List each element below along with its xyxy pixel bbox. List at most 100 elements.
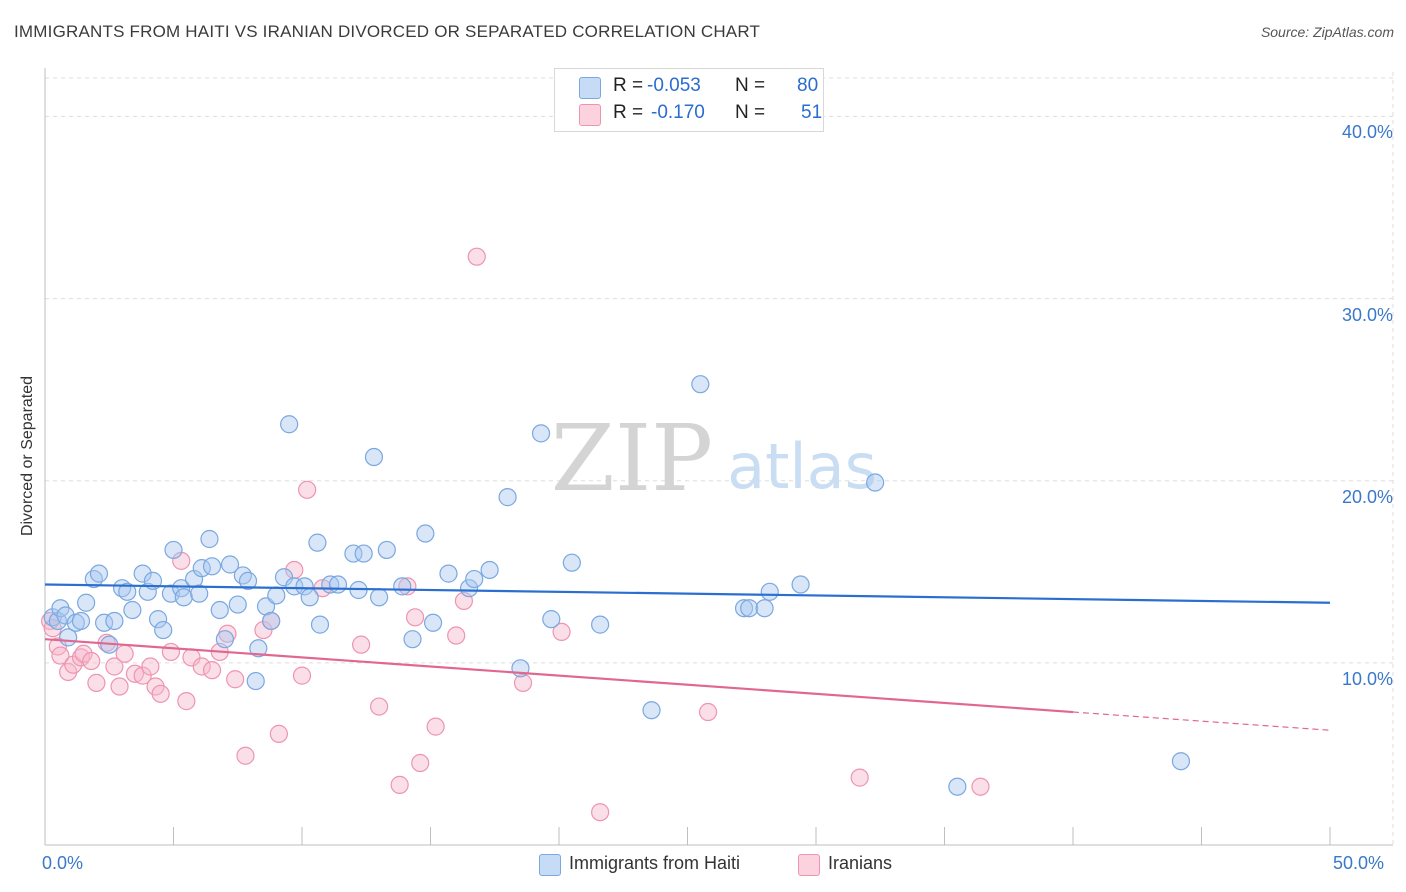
iranians-point-34 [298, 480, 317, 499]
bottom-legend-swatch-haiti [539, 854, 561, 876]
haiti-point-31 [215, 630, 234, 649]
haiti-point-75 [791, 575, 810, 594]
chart-source: Source: ZipAtlas.com [1260, 24, 1394, 40]
haiti-point-19 [148, 610, 168, 629]
iranians-point-28 [236, 746, 255, 765]
haiti-point-59 [423, 613, 443, 632]
iranians-point-41 [411, 753, 430, 773]
series-iranians [41, 247, 990, 822]
iranians-point-16 [141, 657, 160, 676]
iranians-point-40 [405, 608, 425, 627]
grid-lines [45, 72, 1394, 845]
haiti-point-76 [866, 473, 885, 492]
iranians-point-33 [292, 666, 312, 685]
iranians-point-21 [177, 692, 196, 711]
haiti-point-53 [364, 447, 384, 467]
haiti-point-55 [377, 540, 396, 560]
haiti-point-35 [238, 571, 258, 590]
haiti-point-68 [562, 553, 581, 572]
haiti-point-37 [249, 639, 268, 658]
iranians-point-46 [513, 673, 533, 692]
iranians-point-9 [87, 673, 106, 692]
iranians-point-31 [269, 724, 288, 743]
haiti-point-79 [755, 599, 774, 618]
haiti-point-49 [328, 575, 348, 594]
haiti-point-9 [89, 564, 109, 583]
x-tick-label-max: 50.0% [1333, 853, 1385, 873]
trend-line-iranians [44, 638, 1074, 714]
legend-n-label: N = [735, 102, 766, 123]
iranians-point-48 [591, 803, 610, 822]
haiti-point-16 [133, 564, 152, 583]
iranians-point-12 [110, 677, 129, 696]
iranians-point-15 [133, 666, 152, 685]
iranians-point-50 [850, 768, 869, 787]
haiti-point-73 [740, 599, 759, 618]
haiti-point-22 [164, 540, 183, 560]
iranians-point-29 [254, 620, 273, 640]
axes [44, 68, 1393, 846]
legend-n-label: N = [735, 75, 766, 96]
haiti-point-24 [174, 588, 193, 607]
iranians-point-19 [161, 642, 181, 662]
iranians-point-18 [151, 684, 170, 703]
legend-n-value-iranians: 51 [801, 102, 823, 123]
haiti-point-77 [948, 777, 967, 796]
legend-swatch-iranians [579, 104, 601, 126]
haiti-point-70 [642, 701, 661, 720]
haiti-point-42 [280, 415, 299, 434]
legend-r-label: R = [613, 102, 644, 123]
haiti-point-12 [105, 611, 124, 631]
haiti-point-58 [416, 524, 435, 543]
haiti-point-57 [403, 630, 422, 649]
haiti-point-14 [118, 582, 137, 601]
haiti-point-50 [344, 544, 363, 563]
haiti-point-63 [480, 560, 499, 580]
watermark-atlas: atlas [727, 430, 877, 503]
haiti-point-40 [267, 586, 286, 605]
trend-line-haiti [44, 583, 1331, 604]
trend-lines [44, 583, 1331, 731]
haiti-point-60 [439, 564, 458, 583]
iranians-point-8 [82, 651, 101, 671]
iranians-point-45 [467, 247, 486, 266]
bottom-legend-label-iranians: Iranians [828, 853, 893, 873]
iranians-point-11 [105, 657, 124, 676]
haiti-point-52 [354, 544, 373, 563]
haiti-point-17 [138, 582, 157, 601]
iranians-point-42 [426, 717, 445, 736]
iranians-point-32 [285, 560, 304, 580]
y-tick-label-1: 20.0% [1341, 486, 1393, 507]
iranians-point-49 [698, 702, 718, 722]
iranians-point-24 [202, 661, 222, 680]
haiti-point-41 [274, 568, 294, 587]
legend-n-value-haiti: 80 [797, 75, 819, 96]
haiti-point-43 [285, 577, 304, 596]
haiti-point-47 [310, 615, 330, 634]
haiti-point-78 [1171, 752, 1191, 771]
haiti-point-36 [246, 671, 265, 691]
iranians-point-47 [552, 622, 571, 641]
bottom-legend-label-haiti: Immigrants from Haiti [569, 853, 741, 873]
iranians-point-3 [51, 646, 70, 665]
iranians-point-27 [226, 670, 245, 689]
iranians-point-13 [115, 644, 134, 663]
haiti-point-62 [465, 569, 484, 589]
haiti-point-6 [71, 611, 91, 631]
chart-title: IMMIGRANTS FROM HAITI VS IRANIAN DIVORCE… [14, 22, 761, 41]
haiti-point-61 [459, 579, 479, 598]
haiti-point-20 [154, 620, 173, 640]
iranians-point-36 [352, 635, 371, 654]
haiti-point-64 [498, 488, 517, 507]
y-tick-label-3: 40.0% [1341, 122, 1393, 143]
iranians-point-38 [390, 775, 409, 794]
haiti-point-28 [200, 529, 219, 549]
haiti-point-69 [591, 615, 610, 634]
legend-swatch-haiti [579, 77, 601, 99]
trend-line-iranians-extension [1072, 711, 1331, 731]
y-tick-label-2: 30.0% [1341, 304, 1393, 325]
bottom-legend-swatch-iranians [798, 854, 820, 876]
haiti-point-34 [233, 566, 252, 585]
haiti-point-29 [202, 557, 222, 576]
haiti-point-71 [691, 375, 710, 394]
